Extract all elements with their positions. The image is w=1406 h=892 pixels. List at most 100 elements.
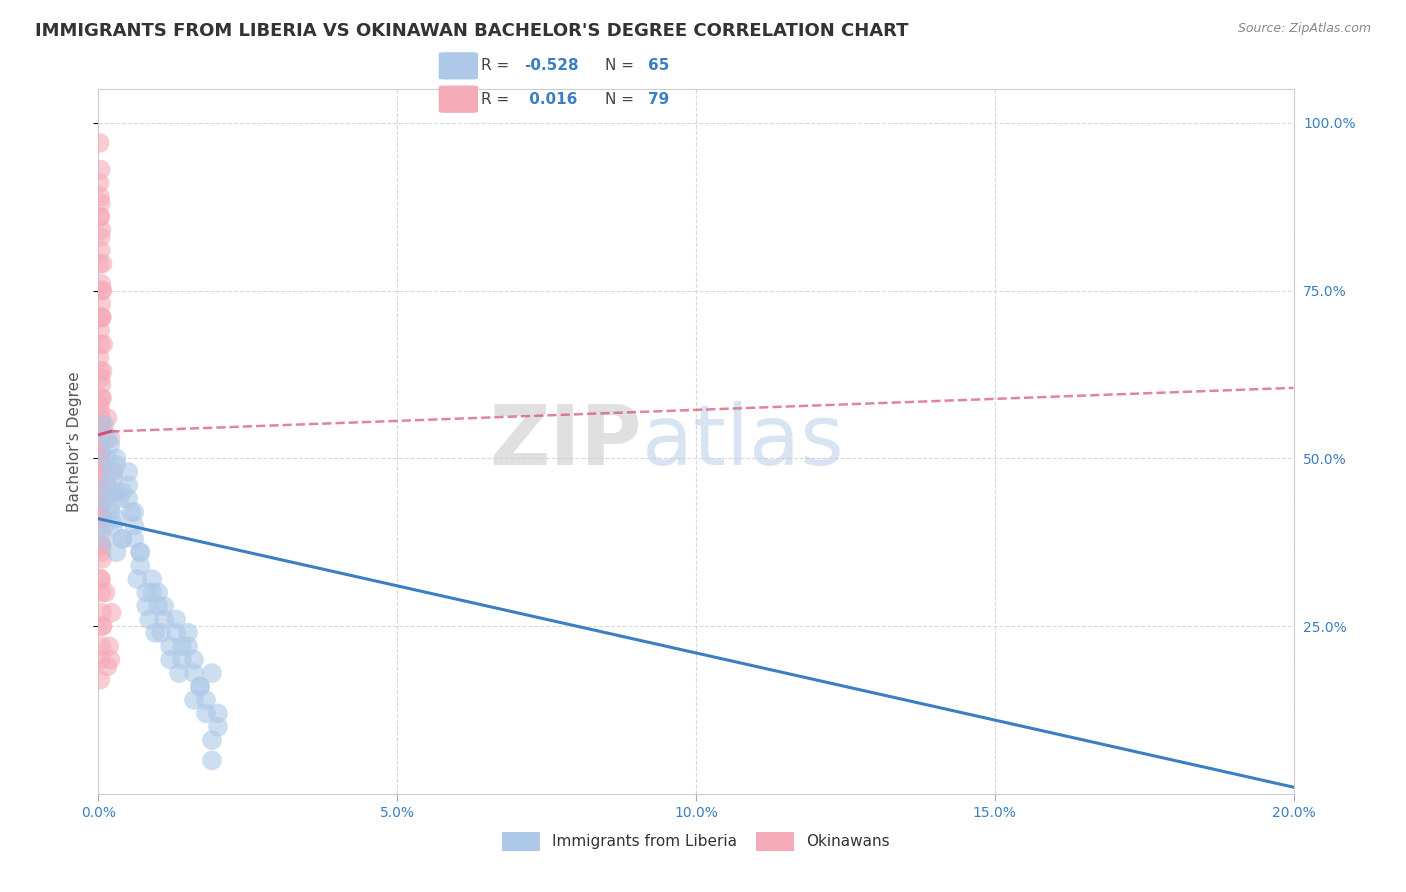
Text: Source: ZipAtlas.com: Source: ZipAtlas.com (1237, 22, 1371, 36)
Point (148, 599, 170, 613)
Point (135, 599, 157, 613)
Point (195, 706, 218, 721)
Point (183, 693, 205, 707)
Point (90, 431, 112, 445)
Point (90, 653, 112, 667)
Point (89, 136, 111, 150)
Point (89, 176, 111, 190)
Point (90, 498, 112, 512)
Point (90, 196, 112, 211)
Point (90, 223, 112, 237)
Point (91, 310, 114, 325)
Point (91, 512, 114, 526)
Point (91, 458, 114, 472)
Point (103, 484, 125, 499)
Point (195, 693, 218, 707)
Point (90, 572, 112, 586)
Point (90, 512, 112, 526)
Point (91, 364, 114, 378)
Point (201, 666, 224, 681)
Point (124, 532, 146, 546)
FancyBboxPatch shape (439, 86, 478, 112)
Point (150, 625, 173, 640)
Point (89, 451, 111, 466)
Point (117, 491, 139, 506)
Point (89, 417, 111, 432)
Point (98, 639, 121, 653)
Point (89, 257, 111, 271)
Point (90, 391, 112, 405)
Point (90, 310, 112, 325)
Point (90, 377, 112, 392)
Point (207, 720, 229, 734)
Point (89, 210, 111, 224)
Point (90, 417, 112, 432)
Point (167, 666, 190, 681)
Point (90, 512, 112, 526)
Point (111, 532, 134, 546)
Point (94, 585, 117, 599)
Point (96, 411, 118, 425)
Point (90, 525, 112, 540)
Point (89, 189, 111, 203)
Point (90, 444, 112, 458)
Point (90, 162, 112, 177)
Point (91, 391, 114, 405)
Point (207, 706, 229, 721)
Point (90, 371, 112, 385)
Point (89, 351, 111, 365)
Point (89, 673, 111, 687)
Text: 0.016: 0.016 (524, 92, 578, 107)
Point (90, 484, 112, 499)
Point (91, 619, 114, 633)
Point (96, 431, 118, 445)
Point (103, 471, 125, 485)
Text: atlas: atlas (643, 401, 844, 482)
Point (120, 505, 142, 519)
Point (91, 619, 114, 633)
Point (89, 404, 111, 418)
Point (103, 518, 125, 533)
Point (90, 444, 112, 458)
Text: ZIP: ZIP (489, 401, 643, 482)
Text: 65: 65 (648, 58, 669, 73)
Point (89, 324, 111, 338)
Point (90, 411, 112, 425)
Point (93, 417, 115, 432)
Point (111, 532, 134, 546)
Point (129, 545, 152, 559)
Point (90, 539, 112, 553)
Point (129, 558, 152, 573)
Point (91, 337, 114, 351)
Point (91, 417, 114, 432)
Point (117, 465, 139, 479)
Point (103, 465, 125, 479)
Point (89, 471, 111, 485)
Point (89, 498, 111, 512)
Point (90, 585, 112, 599)
Point (90, 478, 112, 492)
Point (91, 257, 114, 271)
Point (98, 653, 122, 667)
Point (165, 612, 187, 626)
Point (90, 244, 112, 258)
Point (177, 625, 200, 640)
Text: R =: R = (481, 92, 515, 107)
Point (89, 458, 111, 472)
Text: -0.528: -0.528 (524, 58, 579, 73)
Point (91, 284, 114, 298)
Point (91, 484, 114, 499)
Point (105, 512, 128, 526)
Point (90, 297, 112, 311)
Text: 79: 79 (648, 92, 669, 107)
Point (93, 532, 115, 546)
Point (188, 680, 211, 694)
Point (98, 438, 122, 452)
Point (90, 539, 112, 553)
Point (141, 585, 163, 599)
Point (98, 465, 122, 479)
Point (153, 599, 176, 613)
Point (91, 284, 114, 298)
Point (124, 518, 146, 533)
Point (89, 498, 111, 512)
